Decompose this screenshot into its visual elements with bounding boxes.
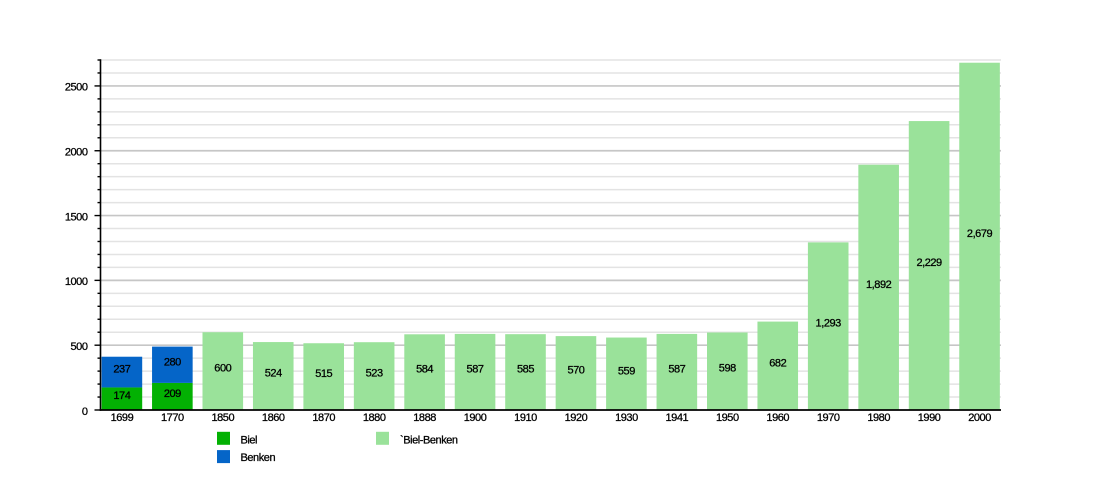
svg-text:1920: 1920 xyxy=(565,412,588,424)
svg-text:500: 500 xyxy=(70,341,87,353)
svg-text:2000: 2000 xyxy=(65,147,88,159)
svg-text:`Biel-Benken: `Biel-Benken xyxy=(400,434,458,446)
svg-text:1870: 1870 xyxy=(312,412,335,424)
svg-text:174: 174 xyxy=(113,390,130,402)
svg-text:237: 237 xyxy=(113,364,130,376)
svg-text:598: 598 xyxy=(719,363,736,375)
svg-text:600: 600 xyxy=(214,363,231,375)
svg-text:515: 515 xyxy=(315,368,332,380)
svg-text:1930: 1930 xyxy=(615,412,638,424)
svg-text:209: 209 xyxy=(164,388,181,400)
svg-text:Biel: Biel xyxy=(241,434,258,446)
svg-text:1941: 1941 xyxy=(666,412,689,424)
svg-text:1,892: 1,892 xyxy=(866,279,892,291)
svg-text:2500: 2500 xyxy=(65,82,88,94)
svg-text:1960: 1960 xyxy=(766,412,789,424)
svg-text:523: 523 xyxy=(366,368,383,380)
svg-text:682: 682 xyxy=(769,357,786,369)
svg-text:1990: 1990 xyxy=(918,412,941,424)
svg-text:1770: 1770 xyxy=(161,412,184,424)
svg-text:587: 587 xyxy=(467,363,484,375)
svg-text:559: 559 xyxy=(618,365,635,377)
svg-text:2000: 2000 xyxy=(968,412,991,424)
svg-text:1970: 1970 xyxy=(817,412,840,424)
svg-text:1699: 1699 xyxy=(111,412,134,424)
svg-text:1980: 1980 xyxy=(867,412,890,424)
svg-text:1888: 1888 xyxy=(413,412,436,424)
svg-text:1,293: 1,293 xyxy=(816,318,842,330)
svg-text:1860: 1860 xyxy=(262,412,285,424)
svg-text:1000: 1000 xyxy=(65,276,88,288)
svg-text:280: 280 xyxy=(164,356,181,368)
svg-text:2,229: 2,229 xyxy=(916,257,942,269)
svg-text:1850: 1850 xyxy=(211,412,234,424)
svg-text:585: 585 xyxy=(517,364,534,376)
svg-text:1880: 1880 xyxy=(363,412,386,424)
svg-text:1950: 1950 xyxy=(716,412,739,424)
svg-text:524: 524 xyxy=(265,368,282,380)
svg-text:2,679: 2,679 xyxy=(967,228,993,240)
svg-text:Benken: Benken xyxy=(241,452,276,464)
svg-text:570: 570 xyxy=(567,365,584,377)
svg-text:584: 584 xyxy=(416,364,433,376)
svg-text:1910: 1910 xyxy=(514,412,537,424)
svg-text:1900: 1900 xyxy=(464,412,487,424)
svg-text:587: 587 xyxy=(668,363,685,375)
svg-text:1500: 1500 xyxy=(65,211,88,223)
svg-text:0: 0 xyxy=(82,406,88,418)
